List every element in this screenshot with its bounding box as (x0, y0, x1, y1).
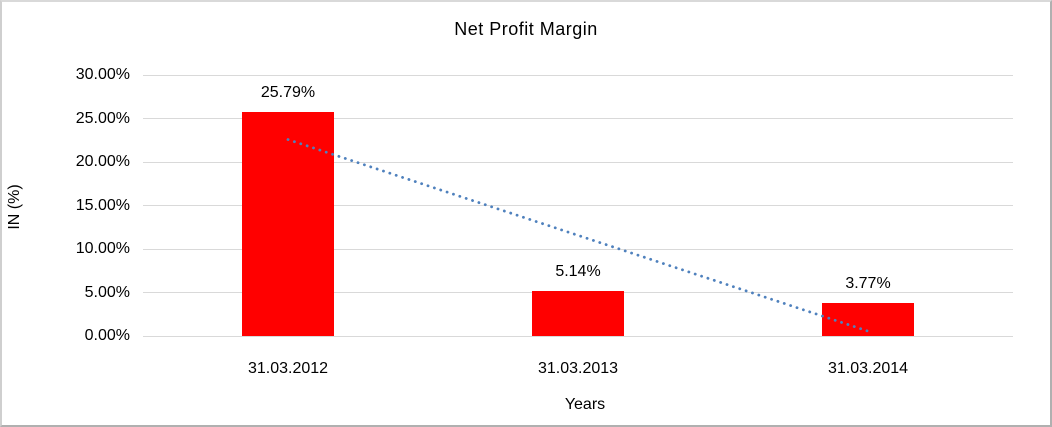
y-tick-label: 20.00% (75, 153, 130, 170)
bar-31.03.2013[interactable] (532, 291, 624, 336)
x-axis-title: Years (564, 396, 606, 413)
bar-31.03.2014[interactable] (822, 303, 914, 336)
bar-value-label: 5.14% (555, 263, 601, 281)
y-tick-label: 5.00% (84, 283, 130, 301)
y-tick-label: 15.00% (75, 196, 130, 214)
y-tick-label: 0.00% (84, 327, 130, 344)
y-tick-label: 10.00% (75, 240, 130, 257)
bar-value-label: 25.79% (260, 83, 316, 101)
gridline (143, 335, 1013, 337)
y-tick-label: 25.00% (75, 109, 130, 127)
y-tick-label: 30.00% (75, 66, 130, 83)
x-tick-label: 31.03.2014 (827, 360, 909, 377)
gridline (143, 118, 1013, 119)
bar-value-label: 3.77% (845, 275, 891, 293)
x-tick-label: 31.03.2012 (247, 360, 329, 377)
bar-31.03.2012[interactable] (242, 111, 334, 336)
gridline (143, 74, 1013, 76)
x-tick-label: 31.03.2013 (537, 360, 619, 377)
chart-title: Net Profit Margin (454, 19, 598, 39)
